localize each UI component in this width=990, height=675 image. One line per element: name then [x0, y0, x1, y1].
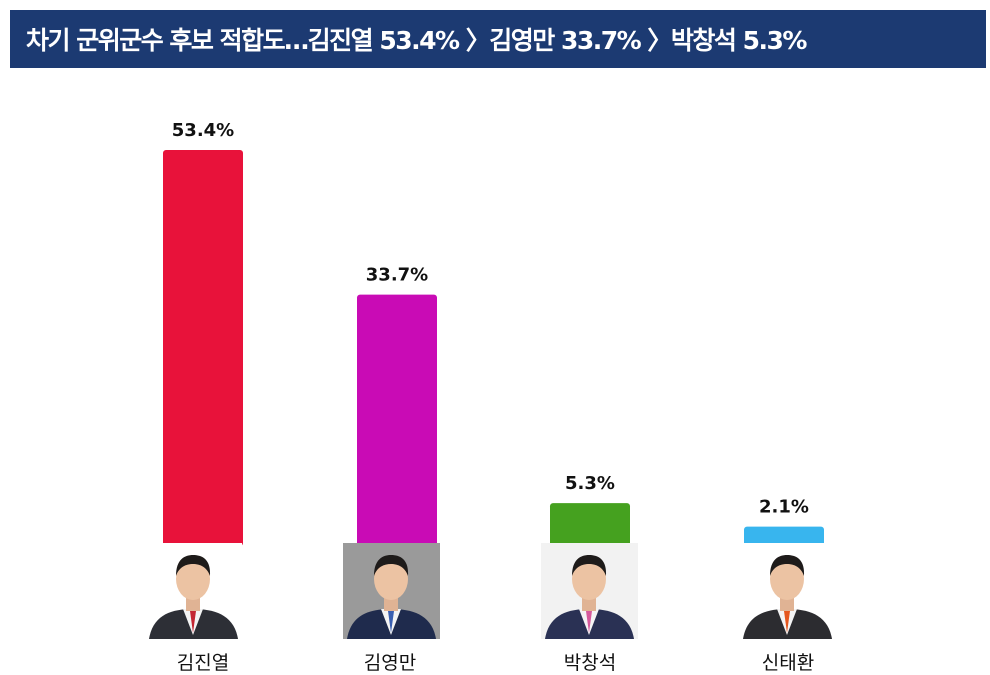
data-label-4: 2.1% — [759, 497, 809, 518]
candidate-photo-3 — [541, 543, 638, 639]
bar-3 — [550, 503, 630, 546]
data-label-2: 33.7% — [366, 265, 428, 286]
bar-4 — [744, 526, 824, 546]
data-label-1: 53.4% — [172, 120, 234, 141]
bar-2 — [357, 294, 437, 546]
data-label-3: 5.3% — [565, 473, 615, 494]
candidate-label-4: 신태환 — [761, 652, 815, 674]
candidate-label-2: 김영만 — [363, 652, 417, 674]
candidate-photo-4 — [739, 543, 836, 639]
candidate-photo-2 — [343, 543, 440, 639]
chart-title: 차기 군위군수 후보 적합도…김진열 53.4% 〉김영만 33.7% 〉박창석… — [26, 26, 807, 55]
title-bar: 차기 군위군수 후보 적합도…김진열 53.4% 〉김영만 33.7% 〉박창석… — [10, 10, 986, 68]
candidate-photo-1 — [145, 543, 242, 639]
bar-1 — [163, 150, 243, 546]
candidate-label-1: 김진열 — [176, 652, 230, 674]
candidate-label-3: 박창석 — [563, 652, 617, 674]
